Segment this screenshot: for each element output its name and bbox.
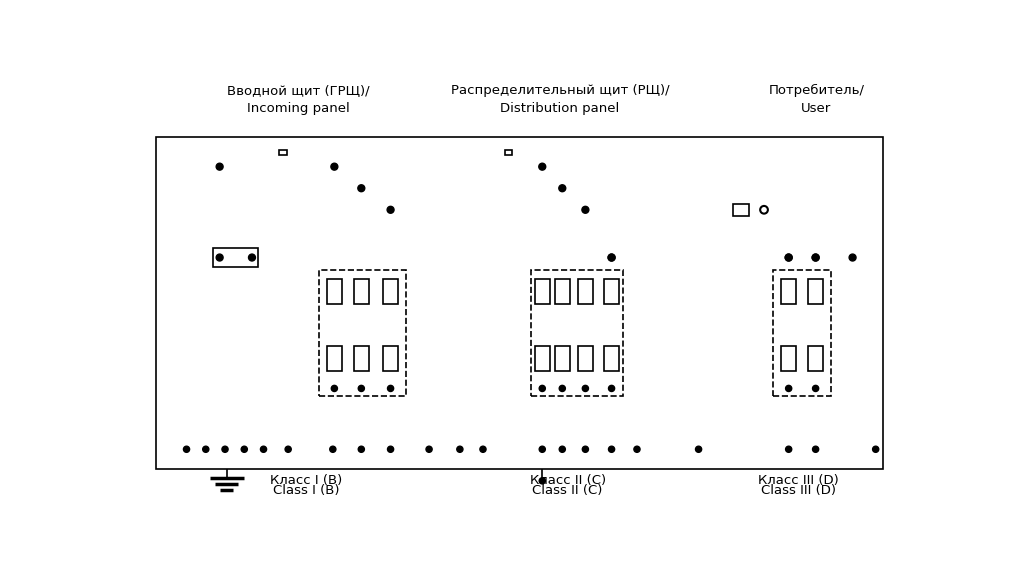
Bar: [383, 346, 398, 371]
Circle shape: [216, 163, 223, 170]
Circle shape: [457, 446, 463, 452]
Circle shape: [559, 185, 566, 192]
Circle shape: [608, 385, 615, 391]
Circle shape: [608, 254, 615, 261]
Bar: [174, 438, 448, 461]
Bar: [808, 279, 823, 304]
Text: PE: PE: [298, 425, 313, 438]
Bar: [156, 137, 884, 470]
Circle shape: [216, 254, 223, 261]
Bar: [808, 346, 823, 371]
Circle shape: [583, 385, 589, 391]
Circle shape: [538, 163, 545, 170]
Bar: [604, 346, 619, 371]
Bar: [279, 150, 287, 155]
Text: Class II (C): Class II (C): [532, 484, 603, 497]
Circle shape: [560, 446, 566, 452]
Bar: [354, 279, 369, 304]
Text: OPS1-D: OPS1-D: [706, 333, 750, 347]
Text: Потребитель/
User: Потребитель/ User: [769, 84, 865, 115]
Text: Класс I (B): Класс I (B): [270, 474, 342, 487]
Circle shape: [359, 385, 365, 391]
Circle shape: [241, 446, 247, 452]
Bar: [578, 346, 593, 371]
Circle shape: [222, 446, 228, 452]
Text: ОПС1-С: ОПС1-С: [470, 321, 516, 334]
Circle shape: [285, 446, 291, 452]
Circle shape: [331, 163, 337, 170]
Text: PEN: PEN: [158, 443, 188, 456]
Bar: [774, 270, 831, 396]
Bar: [383, 279, 398, 304]
Bar: [604, 279, 619, 304]
Circle shape: [331, 385, 337, 391]
Circle shape: [786, 446, 792, 452]
Circle shape: [583, 446, 589, 452]
Circle shape: [785, 254, 792, 261]
Bar: [326, 346, 342, 371]
Circle shape: [812, 254, 819, 261]
Bar: [781, 346, 796, 371]
Circle shape: [608, 446, 615, 452]
Bar: [534, 346, 550, 371]
Circle shape: [696, 446, 702, 452]
Circle shape: [184, 446, 190, 452]
Bar: [534, 279, 550, 304]
Circle shape: [261, 446, 267, 452]
Text: OPS1-C: OPS1-C: [470, 333, 514, 347]
Circle shape: [812, 446, 819, 452]
Text: Класс III (D): Класс III (D): [759, 474, 839, 487]
Circle shape: [761, 206, 768, 214]
Circle shape: [560, 385, 566, 391]
Text: ОПС1-В: ОПС1-В: [232, 321, 279, 334]
Circle shape: [388, 385, 394, 391]
Text: L3: L3: [165, 203, 184, 217]
Circle shape: [873, 446, 879, 452]
Circle shape: [388, 446, 394, 452]
Circle shape: [786, 385, 792, 391]
Text: Распределительный щит (РЩ)/
Distribution panel: Распределительный щит (РЩ)/ Distribution…: [450, 84, 670, 115]
Circle shape: [539, 385, 545, 391]
Circle shape: [539, 478, 545, 484]
Circle shape: [480, 446, 486, 452]
Circle shape: [539, 446, 545, 452]
Text: Class I (B): Class I (B): [273, 484, 339, 497]
Circle shape: [248, 254, 256, 261]
Text: Вводной щит (ГРЩ)/
Incoming panel: Вводной щит (ГРЩ)/ Incoming panel: [227, 84, 370, 115]
Bar: [448, 438, 659, 461]
Text: OPS1-B: OPS1-B: [232, 333, 276, 347]
Bar: [505, 150, 512, 155]
Bar: [554, 279, 570, 304]
Circle shape: [203, 446, 209, 452]
Circle shape: [358, 185, 365, 192]
Circle shape: [608, 254, 615, 261]
Circle shape: [582, 206, 589, 214]
Circle shape: [812, 385, 819, 391]
Text: Класс II (C): Класс II (C): [529, 474, 606, 487]
Bar: [213, 249, 259, 267]
Bar: [554, 346, 570, 371]
Circle shape: [359, 446, 365, 452]
Text: L2: L2: [165, 181, 184, 195]
Text: ОПС1-D: ОПС1-D: [706, 321, 753, 334]
Bar: [530, 270, 623, 396]
Circle shape: [634, 446, 640, 452]
Circle shape: [329, 446, 336, 452]
Circle shape: [426, 446, 432, 452]
Bar: [733, 204, 748, 216]
Bar: [326, 279, 342, 304]
Bar: [578, 279, 593, 304]
Circle shape: [849, 254, 856, 261]
Circle shape: [785, 254, 792, 261]
Bar: [319, 270, 406, 396]
Text: L1: L1: [165, 160, 184, 174]
Circle shape: [812, 254, 819, 261]
Circle shape: [387, 206, 394, 214]
Bar: [354, 346, 369, 371]
Text: Class III (D): Class III (D): [762, 484, 836, 497]
Bar: [781, 279, 796, 304]
